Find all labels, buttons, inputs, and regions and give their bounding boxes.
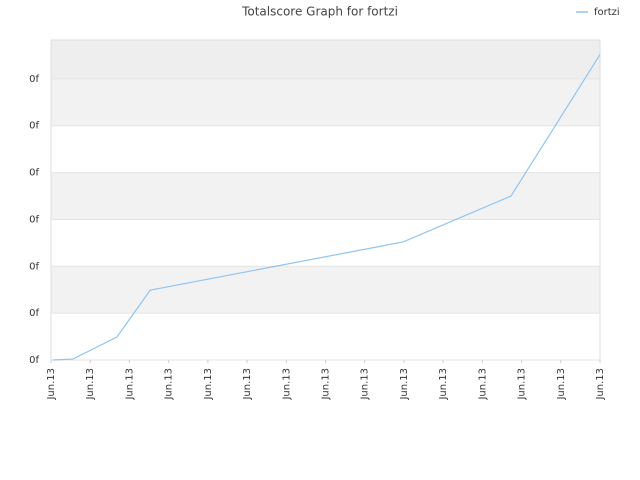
x-tick-label: Jun.13 bbox=[46, 368, 57, 401]
y-tick-label: 0f bbox=[29, 261, 39, 272]
x-tick-label: Jun.13 bbox=[399, 368, 410, 401]
x-tick-label: Jun.13 bbox=[321, 368, 332, 401]
y-tick-label: 0f bbox=[29, 74, 39, 85]
y-tick-label: 0f bbox=[29, 168, 39, 179]
x-tick-label: Jun.13 bbox=[85, 368, 96, 401]
x-tick-label: Jun.13 bbox=[164, 368, 175, 401]
y-tick-label: 0f bbox=[29, 355, 39, 366]
x-tick-label: Jun.13 bbox=[203, 368, 214, 401]
plot-band bbox=[51, 78, 600, 126]
legend-label: fortzi bbox=[594, 7, 620, 18]
x-tick-label: Jun.13 bbox=[517, 368, 528, 401]
x-tick-label: Jun.13 bbox=[477, 368, 488, 401]
x-tick-label: Jun.13 bbox=[242, 368, 253, 401]
series-line bbox=[52, 54, 601, 361]
plot-band bbox=[51, 172, 600, 220]
plot-band bbox=[51, 266, 600, 314]
x-tick-label: Jun.13 bbox=[595, 368, 606, 401]
y-tick-label: 0f bbox=[29, 308, 39, 319]
x-tick-label: Jun.13 bbox=[360, 368, 371, 401]
x-tick-label: Jun.13 bbox=[556, 368, 567, 401]
x-tick-label: Jun.13 bbox=[281, 368, 292, 401]
y-tick-label: 0f bbox=[29, 121, 39, 132]
x-tick-label: Jun.13 bbox=[438, 368, 449, 401]
chart-title: Totalscore Graph for fortzi bbox=[241, 5, 398, 19]
x-tick-label: Jun.13 bbox=[124, 368, 135, 401]
y-tick-label: 0f bbox=[29, 214, 39, 225]
plot-background bbox=[51, 40, 600, 79]
